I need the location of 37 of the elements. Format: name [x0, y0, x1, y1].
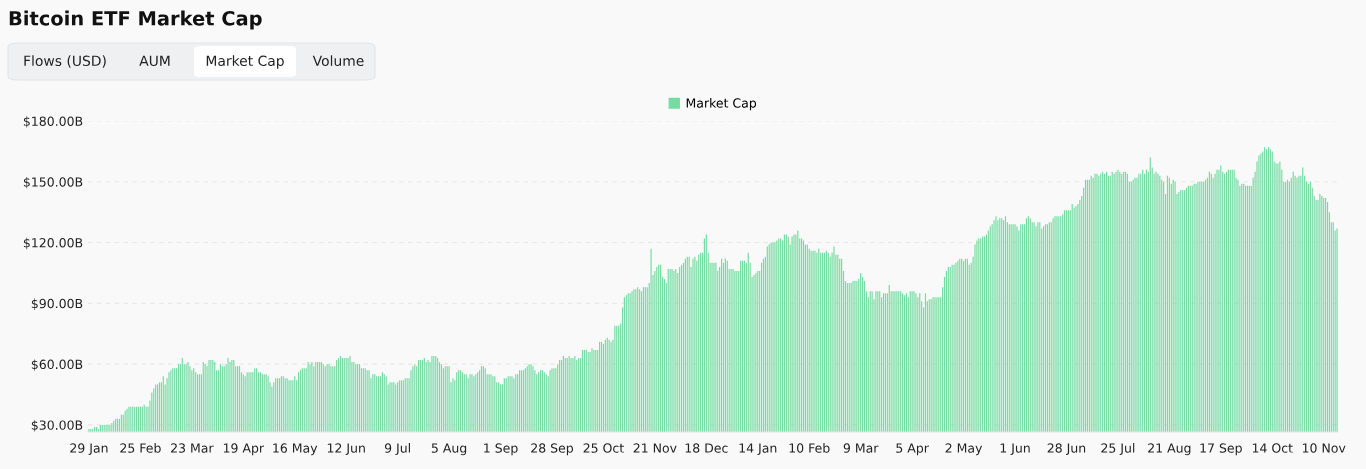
x-tick-label: 18 Dec [685, 443, 728, 453]
x-tick-label: 25 Jul [1101, 443, 1135, 456]
y-tick-label: $120.00B [23, 237, 83, 250]
x-tick-label: 16 May [273, 443, 318, 456]
x-tick-label: 19 Apr [223, 443, 265, 456]
x-tick-label: 9 Mar [843, 443, 879, 453]
x-tick-label: 21 Nov [633, 443, 677, 453]
x-tick-label: 28 Jun [1047, 443, 1086, 456]
x-tick-label: 29 Jan [70, 443, 108, 456]
x-tick-label: 10 Feb [789, 443, 830, 453]
text: Flows (USD) [24, 55, 106, 68]
y-tick-label: $90.00B [31, 298, 83, 310]
x-tick-label: 21 Aug [1148, 443, 1191, 456]
x-tick-label: 17 Sep [1200, 443, 1242, 456]
x-tick-label: 1 Jun [1000, 443, 1030, 456]
x-tick-label: 25 Oct [583, 443, 624, 453]
y-tick-label: $150.00B [23, 177, 83, 189]
y-tick-label: $60.00B [31, 359, 83, 371]
x-tick-label: 2 May [945, 443, 983, 456]
text: Volume [312, 55, 364, 67]
x-tick-label: 25 Feb [120, 443, 161, 453]
x-tick-label: 10 Nov [1302, 443, 1346, 453]
x-tick-label: 23 Mar [171, 443, 214, 453]
x-tick-label: 9 Jul [384, 443, 410, 456]
text: Market Cap [206, 55, 284, 69]
chart-title: Bitcoin ETF Market Cap [9, 10, 262, 30]
x-tick-label: 1 Sep [484, 443, 518, 456]
x-tick-label: 28 Sep [531, 443, 574, 456]
x-tick-label: 14 Oct [1252, 443, 1293, 453]
y-tick-label: $30.00B [31, 420, 83, 432]
y-tick-label: $180.00B [23, 116, 83, 128]
x-tick-label: 5 Aug [431, 443, 467, 456]
x-tick-label: 5 Apr [896, 443, 929, 456]
legend-label: Market Cap [686, 98, 757, 111]
x-tick-label: 12 Jun [327, 443, 365, 456]
x-tick-label: 14 Jan [739, 443, 777, 456]
text: AUM [139, 55, 170, 67]
